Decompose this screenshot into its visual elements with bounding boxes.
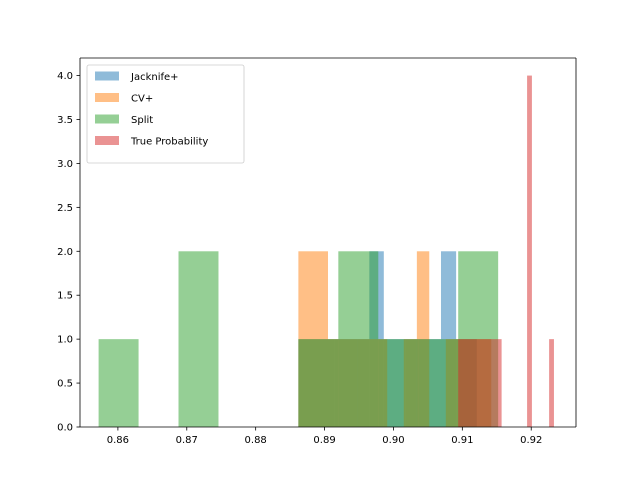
- y-tick-label: 0.0: [57, 423, 73, 434]
- histogram-bar: [338, 251, 379, 427]
- x-tick-label: 0.91: [451, 435, 473, 446]
- histogram-bar: [418, 339, 459, 427]
- histogram-bar: [527, 75, 532, 427]
- legend-swatch-split: [95, 114, 119, 124]
- histogram-bar: [549, 339, 554, 427]
- legend-swatch-cv: [95, 93, 119, 102]
- y-tick-label: 3.5: [57, 115, 73, 126]
- x-tick-label: 0.92: [520, 435, 542, 446]
- histogram-bar: [98, 339, 139, 427]
- legend-label-split: Split: [131, 115, 153, 126]
- bars-layer: [98, 75, 554, 427]
- histogram-bar: [378, 339, 419, 427]
- histogram-bar: [298, 339, 339, 427]
- legend: Jacknife+ CV+ Split True Probability: [86, 64, 245, 164]
- legend-swatch-jacknife: [95, 71, 119, 81]
- x-tick-label: 0.86: [107, 435, 129, 446]
- y-tick-label: 1.0: [57, 335, 73, 346]
- x-tick-label: 0.87: [176, 435, 198, 446]
- x-tick-label: 0.89: [313, 435, 335, 446]
- legend-frame: [86, 64, 245, 164]
- y-tick-label: 2.0: [57, 247, 73, 258]
- histogram-bar: [178, 251, 219, 427]
- legend-label-jacknife: Jacknife+: [130, 72, 179, 83]
- series-true-probability: [458, 75, 554, 427]
- legend-label-true-probability: True Probability: [130, 137, 208, 148]
- histogram-bar: [458, 339, 502, 427]
- x-tick-label: 0.88: [245, 435, 267, 446]
- x-tick-label: 0.90: [382, 435, 404, 446]
- legend-swatch-true-probability: [95, 136, 119, 145]
- y-tick-label: 1.5: [57, 291, 73, 302]
- y-tick-label: 2.5: [57, 203, 73, 214]
- axes: 0.86 0.87 0.88 0.89 0.90 0.91 0.92 0.0 0.5 1.0 1.5…: [57, 57, 577, 446]
- y-tick-label: 4.0: [57, 71, 73, 82]
- legend-label-cv: CV+: [131, 94, 153, 105]
- y-tick-label: 0.5: [57, 379, 73, 390]
- y-tick-label: 3.0: [57, 159, 73, 170]
